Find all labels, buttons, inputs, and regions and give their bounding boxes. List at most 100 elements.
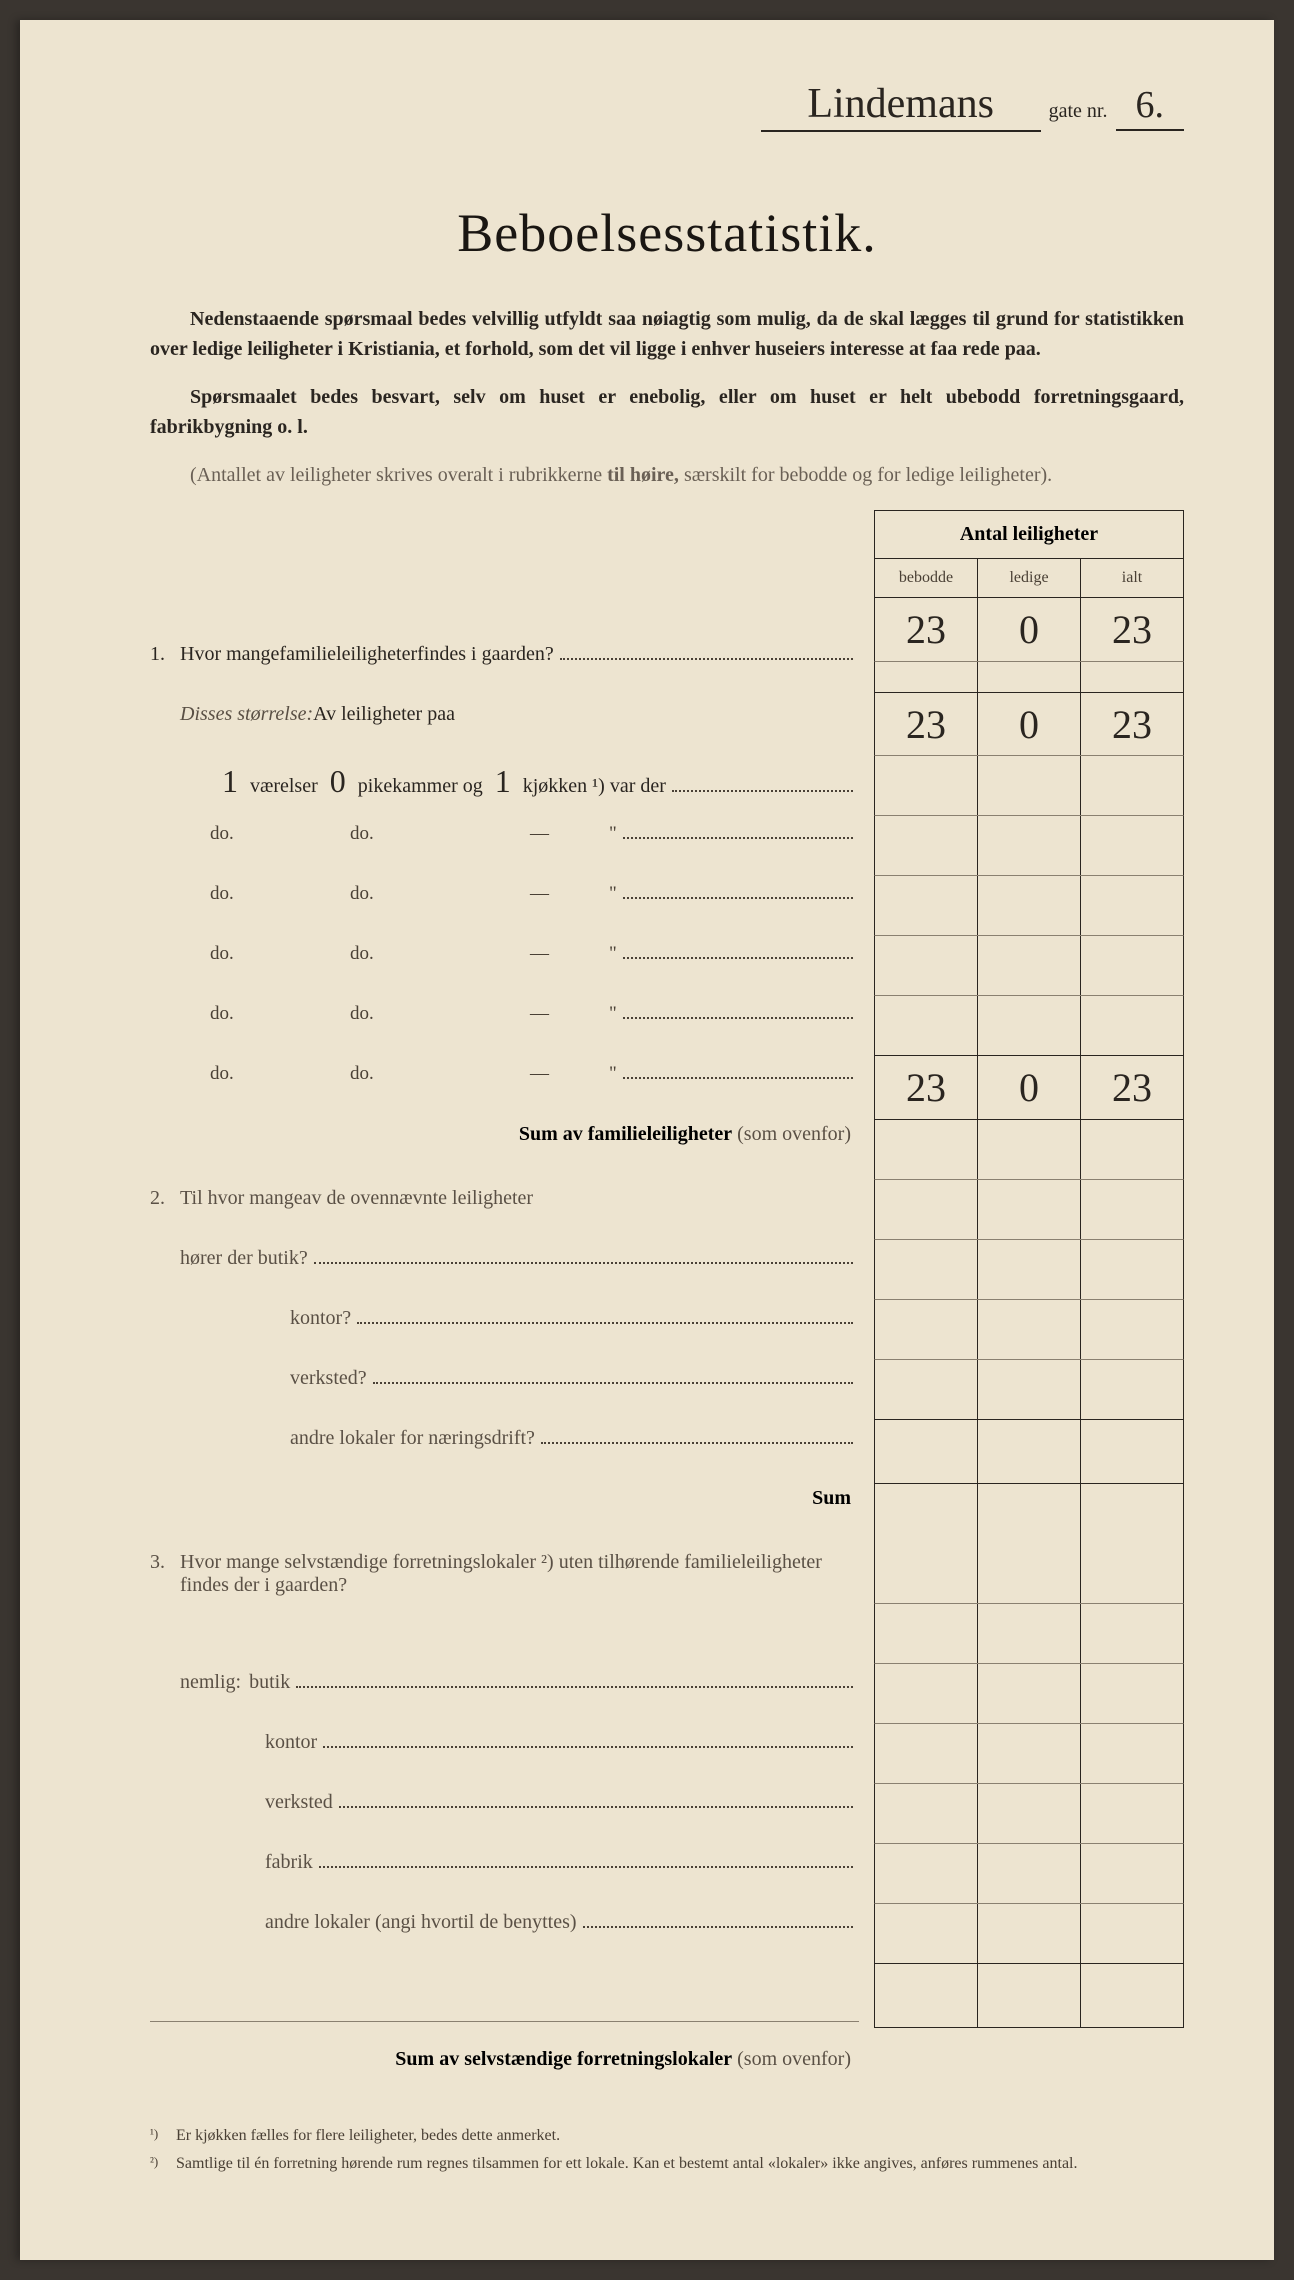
q-text: Hvor mange selvstændige [180, 1551, 393, 1573]
q-text: Til hvor mange [180, 1187, 303, 1210]
label: værelser [250, 775, 318, 798]
intro-paragraph-3: (Antallet av leiligheter skrives overalt… [150, 460, 1184, 490]
intro-paragraph-2: Spørsmaalet bedes besvart, selv om huset… [150, 382, 1184, 442]
q2-kontor: kontor? [150, 1289, 859, 1349]
data-row: 23 0 23 [874, 598, 1184, 662]
sum-text: Sum av selvstændige forretningslokaler [395, 2048, 732, 2070]
do: do. [210, 823, 350, 845]
data-row [874, 1844, 1184, 1904]
label: andre lokaler (angi hvortil de benyttes) [265, 1911, 577, 1934]
q3-fabrik: fabrik [150, 1833, 859, 1893]
gate-label: gate nr. [1049, 100, 1108, 123]
quote: " [609, 823, 617, 845]
dots [623, 885, 853, 899]
footnote-text: Er kjøkken fælles for flere leiligheter,… [176, 2124, 560, 2148]
dots [583, 1914, 853, 1928]
dots [323, 1734, 853, 1748]
field-vaerelser: 1 [210, 763, 250, 800]
label: fabrik [265, 1851, 313, 1874]
label: verksted? [290, 1367, 367, 1390]
data-row [874, 1360, 1184, 1420]
footnote-text: Samtlige til én forretning hørende rum r… [176, 2152, 1078, 2176]
quote: " [609, 1063, 617, 1085]
dots [623, 1065, 853, 1079]
data-row: 23 0 23 [874, 692, 1184, 756]
cell-bebodde: 23 [875, 598, 978, 661]
data-row [874, 876, 1184, 936]
header-line: Lindemans gate nr. 6. [150, 80, 1184, 132]
quote: " [609, 943, 617, 965]
sum-text: Sum [812, 1487, 851, 1509]
col-ialt: ialt [1081, 559, 1183, 597]
q3-kontor: kontor [150, 1713, 859, 1773]
sum-note: (som ovenfor) [732, 1123, 851, 1145]
do: do. [350, 883, 530, 905]
q-text-bold: familieleiligheter [279, 643, 417, 666]
intro-text: Spørsmaalet bedes besvart, selv om huset… [150, 386, 1184, 438]
col-bebodde: bebodde [875, 559, 978, 597]
table-subheader: bebodde ledige ialt [875, 559, 1183, 597]
data-row [874, 816, 1184, 876]
label: butik [249, 1671, 290, 1694]
do-row: do. do. — " [150, 925, 859, 985]
cell-bebodde: 23 [875, 1056, 978, 1119]
q1-size-row: 1 værelser 0 pikekammer og 1 kjøkken ¹) … [150, 745, 859, 805]
intro-paragraph-1: Nedenstaaende spørsmaal bedes velvillig … [150, 304, 1184, 364]
do-row: do. do. — " [150, 1045, 859, 1105]
dots [319, 1854, 853, 1868]
dash: — [530, 1003, 549, 1025]
spacer-row [874, 662, 1184, 692]
question-number: 2. [150, 1187, 180, 1210]
do: do. [350, 943, 530, 965]
question-number: 1. [150, 643, 180, 666]
do-row: do. do. — " [150, 805, 859, 865]
nemlig: nemlig: [180, 1671, 241, 1694]
sum-row [874, 1420, 1184, 1484]
question-3: 3. Hvor mange selvstændige forretningslo… [150, 1533, 859, 1653]
questions-column: 1. Hvor mange familieleiligheter findes … [150, 510, 874, 2094]
field-pikekammer: 0 [318, 763, 358, 800]
sum-note: (som ovenfor) [732, 2048, 851, 2070]
cell-ledige: 0 [978, 1056, 1081, 1119]
sum-row [874, 1964, 1184, 2028]
data-row [874, 936, 1184, 996]
label: kontor [265, 1731, 317, 1754]
intro-text: (Antallet av leiligheter skrives overalt… [190, 464, 607, 486]
document-title: Beboelsesstatistik. [150, 202, 1184, 264]
q3-verksted: verksted [150, 1773, 859, 1833]
quote: " [609, 1003, 617, 1025]
dash: — [530, 823, 549, 845]
data-row [874, 1300, 1184, 1360]
data-row [874, 1120, 1184, 1180]
intro-text-bold: til høire, [607, 464, 679, 486]
table-header: Antal leiligheter bebodde ledige ialt [874, 510, 1184, 598]
data-column: Antal leiligheter bebodde ledige ialt 23… [874, 510, 1184, 2094]
footnote-1: ¹) Er kjøkken fælles for flere leilighet… [150, 2124, 1184, 2148]
data-row [874, 996, 1184, 1056]
footnote-marker: ¹) [150, 2124, 166, 2148]
label: hører der butik? [180, 1247, 308, 1270]
q2-butik: hører der butik? [150, 1229, 859, 1289]
do: do. [210, 1003, 350, 1025]
q-text: findes i gaarden? [417, 643, 554, 666]
document-page: Lindemans gate nr. 6. Beboelsesstatistik… [20, 20, 1274, 2260]
dots [541, 1430, 853, 1444]
q2-verksted: verksted? [150, 1349, 859, 1409]
do: do. [210, 943, 350, 965]
table-title: Antal leiligheter [875, 511, 1183, 559]
question-1: 1. Hvor mange familieleiligheter findes … [150, 625, 859, 685]
data-row [874, 1484, 1184, 1604]
question-2: 2. Til hvor mange av de ovennævnte leili… [150, 1169, 859, 1229]
dots [339, 1794, 853, 1808]
data-row [874, 1240, 1184, 1300]
q1-sum: Sum av familieleiligheter (som ovenfor) [150, 1105, 859, 1169]
street-name: Lindemans [761, 80, 1041, 132]
dots [373, 1370, 853, 1384]
cell-ledige: 0 [978, 693, 1081, 755]
dots [314, 1250, 853, 1264]
intro-text: særskilt for bebodde og for ledige leili… [679, 464, 1052, 486]
q2-sum: Sum [150, 1469, 859, 1533]
do: do. [350, 823, 530, 845]
dash: — [530, 943, 549, 965]
dots [672, 778, 853, 792]
